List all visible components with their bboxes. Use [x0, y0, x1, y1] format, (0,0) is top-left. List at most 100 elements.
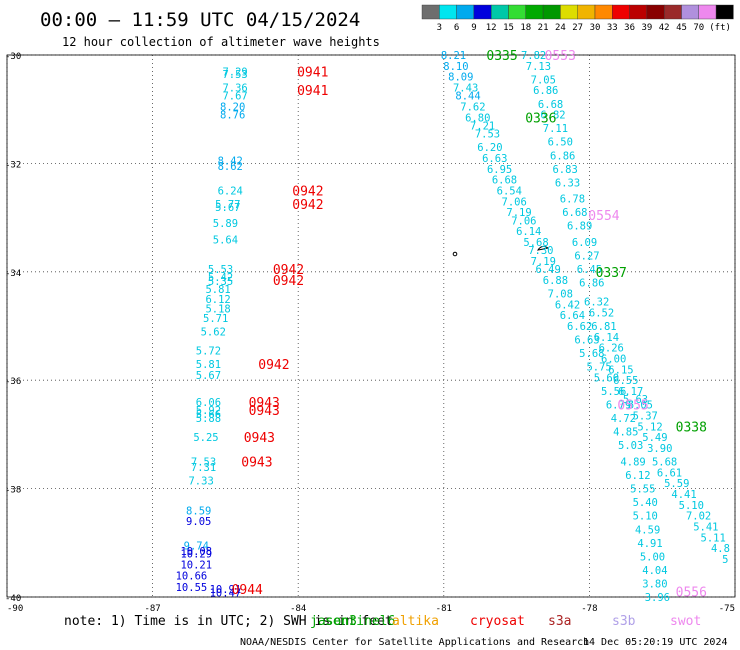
mission-label-swot: swot: [670, 614, 701, 629]
colorbar-swatch: [646, 4, 665, 20]
wave-height-value: 5.72: [196, 345, 221, 357]
pass-time-label: 0338: [676, 420, 707, 435]
wave-height-value: 6.80: [465, 112, 490, 124]
colorbar-swatch: [594, 4, 613, 20]
wave-height-value: 6.45: [577, 264, 602, 276]
wave-height-value: 6.68: [538, 99, 563, 111]
wave-height-value: 3.90: [647, 443, 672, 455]
wave-height-value: 6.32: [584, 297, 609, 309]
y-tick-label: -40: [5, 594, 21, 604]
wave-height-value: 5.64: [213, 234, 238, 246]
wave-height-value: 8.21: [441, 50, 466, 62]
wave-height-value: 5.35: [208, 276, 233, 288]
mission-label-s3b: s3b: [612, 614, 636, 629]
pass-time-label: 0337: [596, 266, 627, 281]
wave-height-value: 7.13: [526, 61, 551, 73]
x-tick-label: -90: [7, 604, 23, 614]
wave-height-value: 6.81: [591, 321, 616, 333]
colorbar-label: 33: [607, 23, 618, 33]
wave-height-value: 3.96: [645, 592, 670, 604]
wave-height-value: 6.27: [574, 251, 599, 263]
footer-credits: NOAA/NESDIS Center for Satellite Applica…: [240, 637, 589, 648]
wave-height-value: 5.81: [196, 359, 221, 371]
wave-height-value: 5.53: [208, 264, 233, 276]
wave-height-value: 4.8: [711, 543, 730, 555]
wave-height-value: 5.68: [652, 457, 677, 469]
wave-height-value: 6.00: [601, 354, 626, 366]
x-tick-label: -87: [144, 604, 160, 614]
colorbar-swatch: [681, 4, 699, 20]
wave-height-value: 8.62: [218, 161, 243, 173]
colorbar-swatch: [491, 4, 509, 20]
wave-height-value: 6.50: [548, 137, 573, 149]
pass-time-label: 0941: [297, 84, 328, 99]
pass-time-label: 0943: [249, 396, 280, 411]
wave-height-value: 5.49: [642, 432, 667, 444]
colorbar-label: 9: [471, 23, 476, 33]
wave-height-value: 7.53: [222, 69, 247, 81]
wave-height-value: 7.33: [188, 475, 213, 487]
wave-height-value: 5.62: [201, 326, 226, 338]
chart-title: 00:00 – 11:59 UTC 04/15/2024: [40, 9, 360, 31]
wave-height-value: 8.10: [443, 61, 468, 73]
wave-height-value: 6.89: [567, 221, 592, 233]
wave-height-value: 5.92: [196, 405, 221, 417]
wave-height-value: 5.77: [215, 199, 240, 211]
wave-height-value: 5.88: [196, 413, 221, 425]
pass-time-label: 0943: [241, 456, 272, 471]
colorbar-swatch: [560, 4, 578, 20]
wave-height-value: 6.95: [487, 164, 512, 176]
colorbar-swatch: [715, 4, 734, 20]
colorbar-label: 21: [538, 23, 549, 33]
wave-height-value: 6.42: [555, 299, 580, 311]
wave-height-value: 6.12: [205, 294, 230, 306]
wave-height-value: 5.03: [618, 440, 643, 452]
wave-height-value: 6.86: [533, 85, 558, 97]
wave-height-value: 5.89: [213, 218, 238, 230]
colorbar-swatch: [612, 4, 630, 20]
wave-height-value: 5.41: [693, 522, 718, 534]
wave-height-value: 6.14: [516, 226, 541, 238]
wave-height-value: 6.63: [574, 335, 599, 347]
mission-label-altika: altika: [392, 614, 439, 629]
plot-frame: [6, 54, 736, 598]
wave-height-value: 5.55: [630, 484, 655, 496]
pass-time-label: 0943: [249, 404, 280, 419]
wave-height-value: 9.05: [186, 516, 211, 528]
islet-outline: [452, 251, 458, 257]
wave-height-value: 7.11: [543, 123, 568, 135]
wave-height-value: 5.59: [664, 478, 689, 490]
colorbar-label: 45: [676, 23, 687, 33]
wave-height-value: 5.40: [633, 497, 658, 509]
wave-height-value: 5.11: [701, 532, 726, 544]
wave-height-value: 7.29: [222, 66, 247, 78]
wave-height-value: 7.82: [521, 50, 546, 62]
wave-height-value: 5.81: [205, 284, 230, 296]
colorbar-label: 24: [555, 23, 566, 33]
wave-height-value: 4.59: [635, 524, 660, 536]
y-tick-label: -38: [5, 486, 21, 496]
colorbar-swatch: [577, 4, 596, 20]
wave-height-value: 6.88: [543, 275, 568, 287]
wave-height-value: 7.19: [531, 256, 556, 268]
wave-height-value: 6.82: [540, 110, 565, 122]
y-tick-label: -30: [5, 52, 21, 62]
wave-height-value: 5.71: [203, 313, 228, 325]
pass-time-label: 0942: [292, 198, 323, 213]
colorbar-label: 27: [572, 23, 583, 33]
wave-height-value: 6.26: [599, 343, 624, 355]
wave-height-value: 5.42: [208, 272, 233, 284]
wave-height-value: 7.31: [191, 462, 216, 474]
wave-height-value: 5.10: [679, 500, 704, 512]
wave-height-value: 4.85: [613, 427, 638, 439]
wave-height-value: 10.21: [180, 559, 212, 571]
x-tick-label: -78: [581, 604, 597, 614]
pass-time-label: 0556: [676, 586, 707, 601]
wave-height-value: 8.76: [220, 110, 245, 122]
wave-height-value: 7.30: [528, 245, 553, 257]
wave-height-value: 6.62: [567, 321, 592, 333]
x-tick-label: -84: [290, 604, 306, 614]
wave-height-value: 10.91: [210, 584, 242, 596]
chart-subtitle: 12 hour collection of altimeter wave hei…: [62, 35, 380, 49]
